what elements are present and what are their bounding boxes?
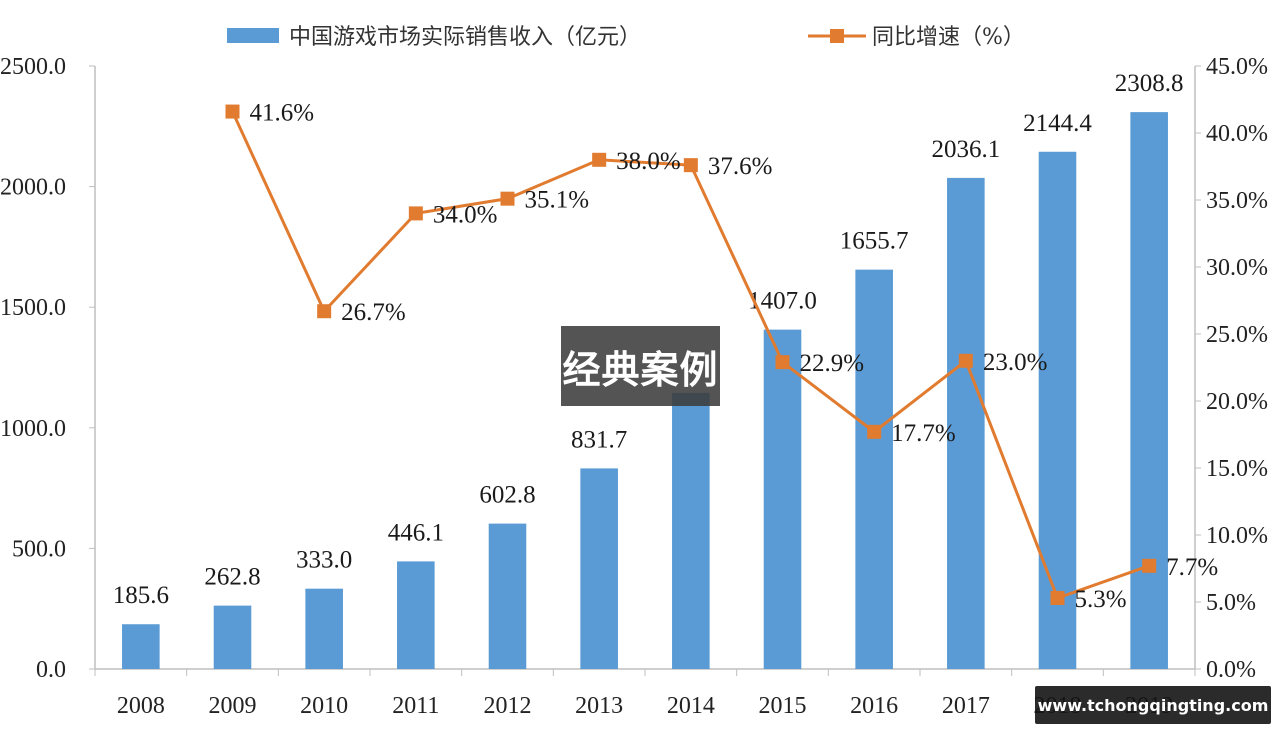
bar-value-label: 831.7 xyxy=(571,426,627,453)
bar-2017 xyxy=(947,177,985,669)
bar-2019 xyxy=(1130,112,1168,670)
right-tick-label: 5.0% xyxy=(1206,590,1256,616)
right-tick-label: 15.0% xyxy=(1206,456,1268,482)
right-tick-label: 45.0% xyxy=(1206,54,1268,80)
bar-2014 xyxy=(672,392,710,669)
legend-line-label: 同比增速（%） xyxy=(872,25,1025,50)
growth-value-label: 41.6% xyxy=(250,100,315,127)
growth-marker-2016 xyxy=(867,424,882,439)
site-watermark: www.tchongqingting.com xyxy=(1035,686,1271,724)
growth-value-label: 17.7% xyxy=(891,420,956,447)
bar-value-label: 262.8 xyxy=(204,564,260,591)
x-tick-label: 2012 xyxy=(484,693,532,719)
right-tick-label: 30.0% xyxy=(1206,255,1268,281)
bar-value-label: 2036.1 xyxy=(931,136,1000,163)
legend-bar-label: 中国游戏市场实际销售收入（亿元） xyxy=(289,25,641,50)
bar-2013 xyxy=(580,468,618,669)
growth-value-label: 37.6% xyxy=(708,153,773,180)
growth-value-label: 7.7% xyxy=(1166,554,1218,581)
x-tick-label: 2016 xyxy=(850,693,898,719)
left-tick-label: 500.0 xyxy=(12,536,66,562)
right-tick-label: 25.0% xyxy=(1206,322,1268,348)
right-tick-label: 10.0% xyxy=(1206,523,1268,549)
left-tick-label: 0.0 xyxy=(36,657,66,683)
x-tick-label: 2015 xyxy=(759,693,807,719)
bar-2008 xyxy=(122,624,160,669)
x-tick-label: 2008 xyxy=(117,693,165,719)
bar-2012 xyxy=(488,523,527,669)
growth-value-label: 26.7% xyxy=(341,299,406,326)
growth-marker-2017 xyxy=(958,353,973,368)
right-tick-label: 20.0% xyxy=(1206,389,1268,415)
growth-marker-2015 xyxy=(775,355,790,370)
bar-value-label: 602.8 xyxy=(479,482,535,509)
bar-value-label: 446.1 xyxy=(388,519,444,546)
right-tick-label: 40.0% xyxy=(1206,121,1268,147)
growth-marker-2019 xyxy=(1142,558,1157,573)
bar-value-label: 333.0 xyxy=(296,547,352,574)
bar-2018 xyxy=(1038,151,1077,669)
growth-value-label: 23.0% xyxy=(983,349,1048,376)
legend-bar-swatch xyxy=(227,28,279,43)
bar-2011 xyxy=(397,561,435,669)
left-tick-label: 1500.0 xyxy=(0,295,66,321)
growth-value-label: 38.0% xyxy=(616,148,681,175)
growth-marker-2012 xyxy=(500,191,515,206)
bar-value-label: 2144.4 xyxy=(1023,110,1092,137)
growth-marker-2014 xyxy=(683,158,698,173)
x-tick-label: 2010 xyxy=(300,693,348,719)
x-tick-label: 2017 xyxy=(942,693,990,719)
x-tick-label: 2013 xyxy=(575,693,623,719)
x-tick-label: 2014 xyxy=(667,693,715,719)
bar-2009 xyxy=(213,605,252,669)
growth-value-label: 5.3% xyxy=(1075,586,1127,613)
x-tick-label: 2009 xyxy=(209,693,257,719)
growth-value-label: 22.9% xyxy=(800,350,865,377)
growth-value-label: 35.1% xyxy=(525,187,590,214)
right-tick-label: 0.0% xyxy=(1206,657,1256,683)
growth-value-label: 34.0% xyxy=(433,201,498,228)
growth-marker-2011 xyxy=(408,206,423,221)
left-tick-label: 2500.0 xyxy=(0,54,66,80)
bar-2015 xyxy=(763,329,802,669)
growth-marker-2018 xyxy=(1050,590,1065,605)
growth-marker-2013 xyxy=(592,152,607,167)
bar-2010 xyxy=(305,588,343,669)
bar-value-label: 2308.8 xyxy=(1115,70,1184,97)
left-tick-label: 2000.0 xyxy=(0,175,66,201)
left-tick-label: 1000.0 xyxy=(0,416,66,442)
bar-value-label: 185.6 xyxy=(113,582,169,609)
x-tick-label: 2011 xyxy=(392,693,439,719)
bar-value-label: 1655.7 xyxy=(840,228,909,255)
growth-marker-2009 xyxy=(225,104,240,119)
legend-line-marker xyxy=(830,29,844,43)
bar-2016 xyxy=(855,269,893,669)
category-badge: 经典案例 xyxy=(561,326,720,406)
growth-marker-2010 xyxy=(317,304,332,319)
right-tick-label: 35.0% xyxy=(1206,188,1268,214)
